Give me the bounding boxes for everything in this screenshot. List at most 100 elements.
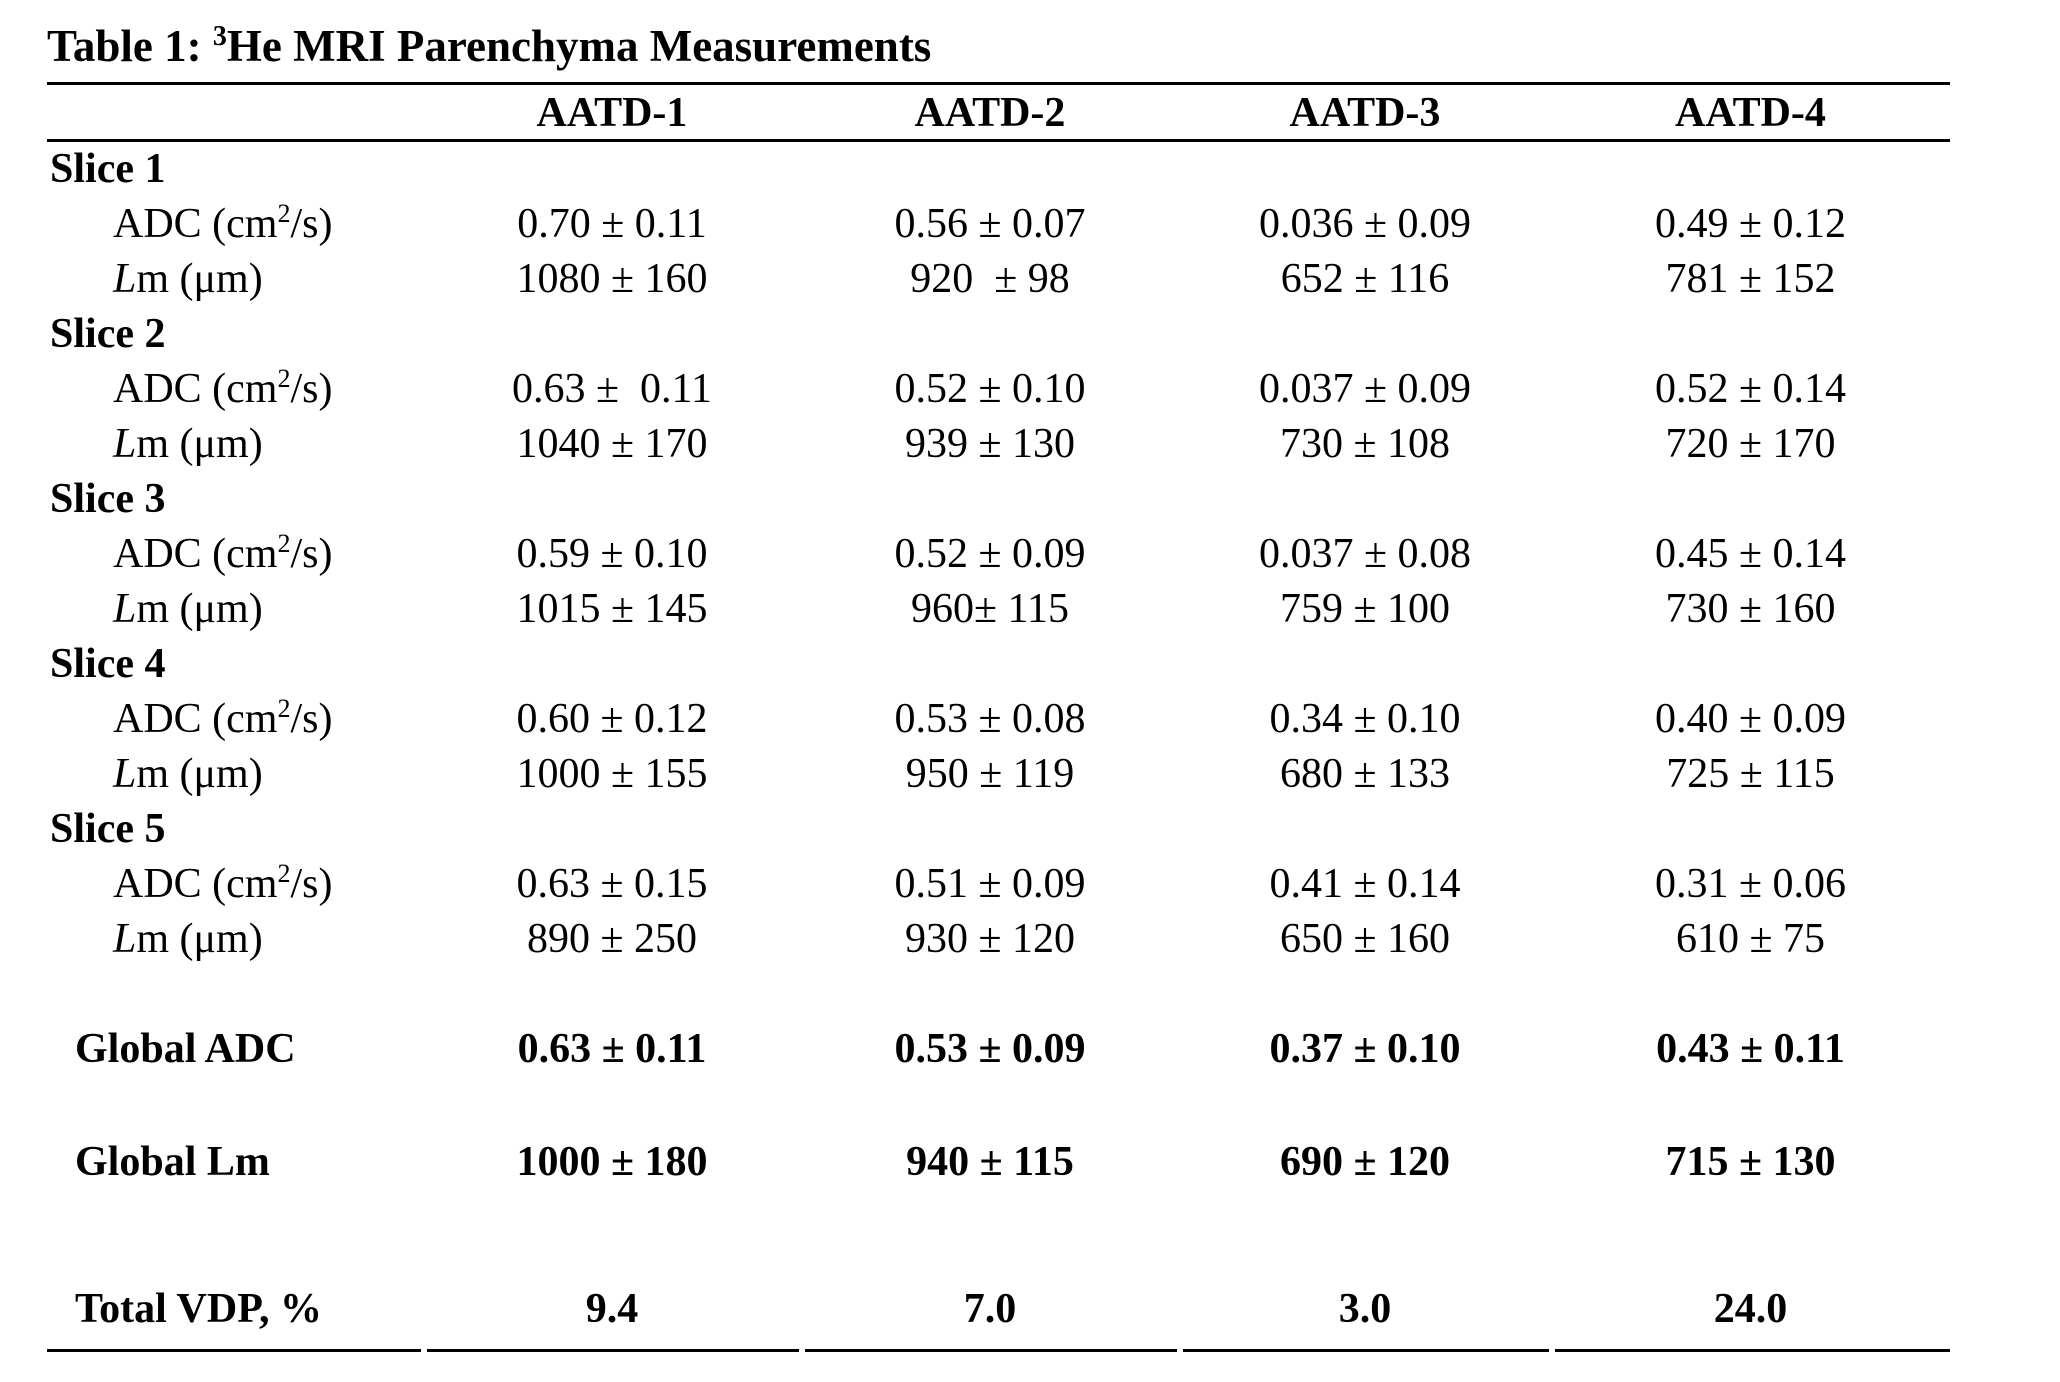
cell-adc-value: 0.51 ± 0.09: [894, 861, 1086, 907]
cell-lm-value: 920 ± 98: [910, 256, 1070, 302]
cell-global-adc-value: 0.43 ± 0.11: [1656, 1026, 1845, 1072]
cell-adc-value: 0.59 ± 0.10: [516, 531, 708, 577]
adc-label-pre: ADC (cm: [113, 201, 278, 247]
cell-adc-value: 0.56 ± 0.07: [894, 201, 1086, 247]
total-vdp-row: Total VDP, % 9.4 7.0 3.0 24.0: [47, 1282, 1950, 1337]
cell-adc-value: 0.49 ± 0.12: [1654, 201, 1847, 247]
cell-adc-value: 0.31 ± 0.06: [1654, 861, 1847, 907]
cell-total-vdp-value: 7.0: [963, 1286, 1017, 1332]
slice-header-row: Slice 4: [47, 637, 1950, 692]
cell-adc-value: 0.53 ± 0.08: [894, 696, 1086, 742]
cell-adc-value: 0.45 ± 0.14: [1654, 531, 1847, 577]
lm-row: Lm (μm) 890 ± 250 930 ± 120 650 ± 160 61…: [47, 912, 1950, 967]
lm-label-italic: L: [113, 256, 137, 302]
adc-label-post: /s): [290, 861, 333, 907]
cell-adc-value: 0.037 ± 0.08: [1258, 531, 1472, 577]
row-label-lm: Lm (μm): [47, 252, 423, 307]
cell-adc-value: 0.52 ± 0.10: [894, 366, 1086, 412]
row-label-slice-3: Slice 3: [50, 476, 166, 522]
table-title: Table 1: 3He MRI Parenchyma Measurements: [47, 20, 931, 72]
cell-adc-value: 0.70 ± 0.11: [517, 201, 707, 247]
cell-adc-value: 0.52 ± 0.14: [1654, 366, 1847, 412]
cell-lm-value: 960± 115: [911, 586, 1069, 632]
cell-lm-value: 720 ± 170: [1665, 421, 1836, 467]
cell-global-adc-value: 0.53 ± 0.09: [894, 1026, 1086, 1072]
cell-lm-value: 730 ± 160: [1665, 586, 1836, 632]
lm-row: Lm (μm) 1015 ± 145 960± 115 759 ± 100 73…: [47, 582, 1950, 637]
cell-global-lm-value: 1000 ± 180: [516, 1139, 708, 1185]
adc-label-sup: 2: [277, 364, 291, 393]
adc-label-sup: 2: [277, 199, 291, 228]
adc-label-sup: 2: [277, 529, 291, 558]
row-label-adc: ADC (cm2/s): [47, 197, 423, 252]
slice-header-row: Slice 3: [47, 472, 1950, 527]
row-label-adc: ADC (cm2/s): [47, 857, 423, 912]
cell-lm-value: 650 ± 160: [1279, 916, 1451, 962]
row-label-lm: Lm (μm): [47, 747, 423, 802]
lm-label-rest: m (μm): [136, 421, 263, 467]
measurements-table: AATD-1 AATD-2 AATD-3 AATD-4 Slice 1 ADC …: [47, 85, 1950, 1337]
cell-global-adc-value: 0.37 ± 0.10: [1269, 1026, 1461, 1072]
adc-label-post: /s): [290, 366, 333, 412]
bottom-rule-gap: [799, 1348, 805, 1354]
row-label-slice-4: Slice 4: [50, 641, 166, 687]
lm-row: Lm (μm) 1000 ± 155 950 ± 119 680 ± 133 7…: [47, 747, 1950, 802]
column-header-aatd1: AATD-1: [536, 90, 688, 136]
cell-global-lm-value: 940 ± 115: [906, 1139, 1074, 1185]
cell-lm-value: 1000 ± 155: [516, 751, 708, 797]
row-label-lm: Lm (μm): [47, 582, 423, 637]
column-header-aatd4: AATD-4: [1675, 90, 1826, 136]
lm-label-rest: m (μm): [136, 256, 263, 302]
cell-lm-value: 1015 ± 145: [516, 586, 708, 632]
empty-cell: [47, 967, 1950, 1022]
bottom-rule-gap: [421, 1348, 427, 1354]
spacer-row: [47, 1077, 1950, 1135]
cell-global-lm-value: 715 ± 130: [1665, 1139, 1836, 1185]
header-empty-cell: [47, 85, 423, 142]
table-title-prefix: Table 1:: [47, 21, 213, 71]
cell-adc-value: 0.63 ± 0.11: [512, 366, 712, 412]
header-underline: [47, 139, 1950, 142]
row-label-adc: ADC (cm2/s): [47, 527, 423, 582]
cell-lm-value: 1040 ± 170: [516, 421, 708, 467]
cell-lm-value: 759 ± 100: [1279, 586, 1451, 632]
cell-adc-value: 0.037 ± 0.09: [1258, 366, 1472, 412]
cell-total-vdp-value: 9.4: [585, 1286, 639, 1332]
adc-label-sup: 2: [277, 694, 291, 723]
cell-adc-value: 0.41 ± 0.14: [1269, 861, 1461, 907]
cell-total-vdp-value: 24.0: [1713, 1286, 1788, 1332]
empty-cell: [47, 1077, 1950, 1135]
row-label-global-adc: Global ADC: [75, 1026, 296, 1072]
row-label-lm: Lm (μm): [47, 417, 423, 472]
slice-header-row: Slice 2: [47, 307, 1950, 362]
adc-row: ADC (cm2/s) 0.70 ± 0.11 0.56 ± 0.07 0.03…: [47, 197, 1950, 252]
cell-lm-value: 730 ± 108: [1279, 421, 1451, 467]
cell-lm-value: 680 ± 133: [1279, 751, 1451, 797]
adc-label-post: /s): [290, 696, 333, 742]
cell-adc-value: 0.52 ± 0.09: [894, 531, 1086, 577]
cell-global-adc-value: 0.63 ± 0.11: [517, 1026, 707, 1072]
lm-label-rest: m (μm): [136, 916, 263, 962]
adc-row: ADC (cm2/s) 0.63 ± 0.11 0.52 ± 0.10 0.03…: [47, 362, 1950, 417]
adc-row: ADC (cm2/s) 0.59 ± 0.10 0.52 ± 0.09 0.03…: [47, 527, 1950, 582]
row-label-adc: ADC (cm2/s): [47, 692, 423, 747]
cell-lm-value: 1080 ± 160: [516, 256, 708, 302]
lm-row: Lm (μm) 1080 ± 160 920 ± 98 652 ± 116 78…: [47, 252, 1950, 307]
row-label-global-lm: Global Lm: [75, 1139, 270, 1185]
cell-lm-value: 890 ± 250: [526, 916, 698, 962]
lm-row: Lm (μm) 1040 ± 170 939 ± 130 730 ± 108 7…: [47, 417, 1950, 472]
adc-label-post: /s): [290, 201, 333, 247]
cell-global-lm-value: 690 ± 120: [1279, 1139, 1451, 1185]
cell-adc-value: 0.34 ± 0.10: [1269, 696, 1461, 742]
title-superscript: 3: [212, 21, 227, 52]
bottom-rule-gap: [1177, 1348, 1183, 1354]
header-row: AATD-1 AATD-2 AATD-3 AATD-4: [47, 85, 1950, 142]
adc-label-pre: ADC (cm: [113, 531, 278, 577]
lm-label-italic: L: [113, 751, 137, 797]
lm-label-rest: m (μm): [136, 751, 263, 797]
adc-label-post: /s): [290, 531, 333, 577]
row-label-slice-5: Slice 5: [50, 806, 166, 852]
column-header-aatd2: AATD-2: [914, 90, 1066, 136]
spacer-row: [47, 1190, 1950, 1282]
adc-label-pre: ADC (cm: [113, 696, 278, 742]
